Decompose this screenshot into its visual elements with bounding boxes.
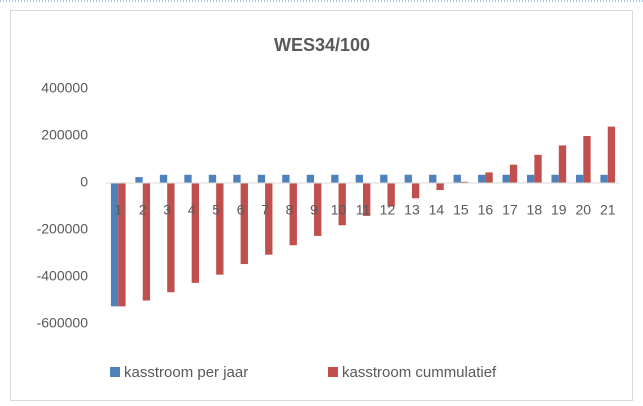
- legend-swatch: [328, 367, 338, 377]
- bar: [411, 183, 420, 199]
- bar: [558, 145, 567, 183]
- y-tick-label: 400000: [41, 80, 88, 96]
- bar: [534, 154, 542, 183]
- x-tick-label: 17: [502, 202, 518, 218]
- y-tick-label: 0: [80, 174, 88, 190]
- x-tick-label: 21: [600, 202, 616, 218]
- bar: [314, 183, 322, 236]
- bar: [509, 164, 518, 183]
- bar: [502, 174, 510, 183]
- bar: [240, 183, 248, 265]
- x-tick-label: 12: [380, 202, 396, 218]
- x-tick-label: 20: [575, 202, 591, 218]
- x-tick-label: 1: [114, 202, 122, 218]
- x-tick-label: 8: [286, 202, 294, 218]
- x-tick-label: 14: [429, 202, 445, 218]
- x-tick-label: 9: [310, 202, 318, 218]
- bar: [429, 174, 437, 183]
- x-tick-label: 6: [237, 202, 245, 218]
- bar: [191, 183, 200, 283]
- bar: [142, 183, 151, 301]
- chart-title: WES34/100: [274, 35, 370, 55]
- bar: [404, 174, 412, 183]
- x-tick-label: 4: [188, 202, 196, 218]
- bar: [184, 174, 192, 183]
- bar: [331, 174, 339, 183]
- legend-swatch: [110, 367, 120, 377]
- y-tick-label: -600000: [37, 315, 89, 331]
- legend-label: kasstroom per jaar: [124, 364, 248, 381]
- x-tick-label: 10: [331, 202, 347, 218]
- bar: [485, 172, 493, 183]
- bar: [167, 183, 175, 293]
- x-tick-label: 13: [404, 202, 420, 218]
- bar: [233, 174, 241, 183]
- bar: [338, 183, 346, 226]
- x-tick-label: 7: [261, 202, 269, 218]
- bar: [526, 174, 535, 183]
- x-tick-label: 16: [478, 202, 494, 218]
- x-tick-label: 5: [212, 202, 220, 218]
- bar: [289, 183, 297, 246]
- bar: [436, 183, 444, 191]
- bar: [460, 181, 469, 183]
- x-tick-label: 3: [163, 202, 171, 218]
- bar: [575, 174, 584, 183]
- x-tick-label: 2: [139, 202, 147, 218]
- bar: [118, 183, 126, 307]
- bar: [387, 183, 395, 207]
- bar: [306, 174, 315, 183]
- bar: [600, 174, 608, 183]
- bar: [159, 174, 168, 183]
- bar: [110, 183, 119, 307]
- bar: [583, 136, 591, 183]
- x-tick-label: 11: [356, 202, 371, 218]
- bar: [282, 174, 290, 183]
- bar: [208, 174, 217, 183]
- bar: [355, 174, 363, 183]
- bar: [478, 174, 486, 183]
- y-tick-label: 200000: [41, 127, 88, 143]
- bar: [453, 174, 461, 183]
- legend-label: kasstroom cummulatief: [342, 364, 497, 381]
- bar: [551, 174, 559, 183]
- bar: [363, 183, 371, 216]
- bar: [216, 183, 224, 275]
- y-tick-label: -200000: [37, 221, 89, 237]
- bar: [380, 174, 388, 183]
- x-tick-label: 18: [527, 202, 543, 218]
- y-tick-label: -400000: [37, 268, 89, 284]
- x-tick-label: 15: [453, 202, 469, 218]
- bar: [607, 126, 616, 183]
- bar: [257, 174, 266, 183]
- bar: [135, 177, 143, 183]
- bar: [265, 183, 273, 255]
- x-tick-label: 19: [551, 202, 567, 218]
